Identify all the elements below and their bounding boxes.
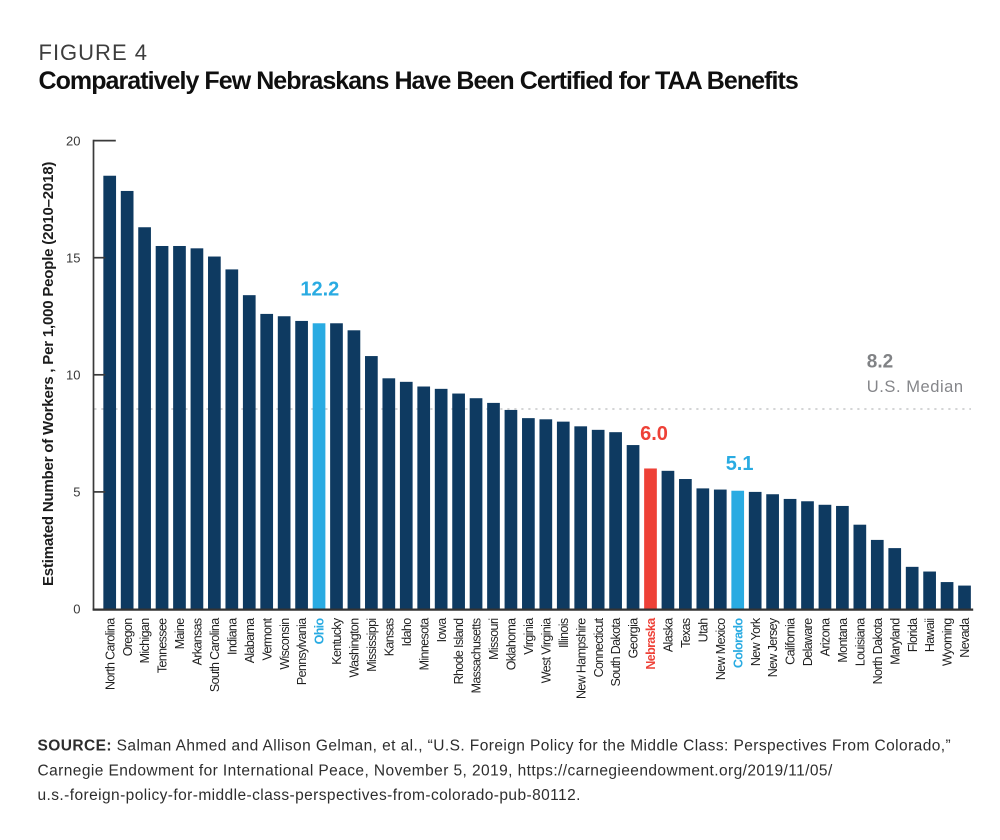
svg-text:New York: New York — [749, 617, 763, 666]
svg-text:Hawaii: Hawaii — [923, 619, 937, 653]
svg-text:Kansas: Kansas — [382, 618, 396, 656]
svg-text:Idaho: Idaho — [400, 618, 414, 647]
svg-text:8.2: 8.2 — [867, 352, 893, 373]
svg-text:Colorado: Colorado — [731, 617, 745, 668]
svg-text:Kentucky: Kentucky — [330, 617, 344, 665]
svg-text:Massachusetts: Massachusetts — [470, 618, 484, 693]
svg-text:5: 5 — [73, 485, 80, 500]
svg-text:Missouri: Missouri — [487, 619, 501, 660]
svg-text:South Dakota: South Dakota — [609, 618, 623, 687]
svg-text:u.s.-foreign-policy-for-middle: u.s.-foreign-policy-for-middle-class-per… — [38, 787, 581, 804]
svg-text:Utah: Utah — [696, 618, 710, 643]
svg-text:Rhode Island: Rhode Island — [452, 618, 466, 685]
svg-text:Arizona: Arizona — [819, 618, 833, 657]
svg-text:Florida: Florida — [906, 618, 920, 652]
svg-text:Iowa: Iowa — [435, 618, 449, 643]
svg-text:New Hampshire: New Hampshire — [574, 618, 588, 699]
svg-text:Minnesota: Minnesota — [417, 618, 431, 671]
svg-text:0: 0 — [73, 602, 80, 617]
svg-text:Virginia: Virginia — [522, 618, 536, 655]
svg-text:U.S. Median: U.S. Median — [867, 378, 964, 396]
svg-text:New Jersey: New Jersey — [766, 617, 780, 677]
svg-text:Michigan: Michigan — [138, 618, 152, 664]
svg-text:Connecticut: Connecticut — [592, 617, 606, 677]
svg-text:Arkansas: Arkansas — [191, 618, 205, 665]
svg-text:Estimated Number of Workers ,: Estimated Number of Workers , Per 1,000 … — [40, 162, 57, 586]
svg-text:FIGURE 4: FIGURE 4 — [39, 40, 148, 65]
svg-text:Wisconsin: Wisconsin — [278, 618, 292, 670]
svg-text:Comparatively Few Nebraskans H: Comparatively Few Nebraskans Have Been C… — [39, 67, 798, 95]
svg-text:Indiana: Indiana — [225, 618, 239, 655]
svg-text:5.1: 5.1 — [726, 453, 754, 475]
svg-text:Wyoming: Wyoming — [941, 618, 955, 666]
svg-text:Oklahoma: Oklahoma — [505, 618, 519, 670]
svg-text:20: 20 — [66, 133, 80, 148]
svg-text:12.2: 12.2 — [300, 279, 339, 301]
svg-text:North Carolina: North Carolina — [103, 618, 117, 690]
svg-text:Illinois: Illinois — [557, 618, 571, 648]
svg-text:Louisiana: Louisiana — [853, 618, 867, 666]
svg-text:Alaska: Alaska — [662, 618, 676, 652]
svg-text:SOURCE: Salman Ahmed and Allis: SOURCE: Salman Ahmed and Allison Gelman,… — [38, 738, 952, 755]
svg-text:Carnegie Endowment for Interna: Carnegie Endowment for International Pea… — [38, 763, 833, 780]
svg-text:Oregon: Oregon — [121, 618, 135, 656]
svg-text:South Carolina: South Carolina — [208, 618, 222, 692]
svg-text:6.0: 6.0 — [640, 423, 668, 445]
svg-text:15: 15 — [66, 250, 80, 265]
svg-text:Nevada: Nevada — [958, 618, 972, 658]
svg-text:New Mexico: New Mexico — [714, 618, 728, 680]
svg-text:Texas: Texas — [679, 618, 693, 648]
svg-text:Pennsylvania: Pennsylvania — [295, 618, 309, 685]
svg-text:Delaware: Delaware — [801, 618, 815, 666]
svg-text:Vermont: Vermont — [260, 617, 274, 660]
svg-text:10: 10 — [66, 368, 80, 383]
svg-text:Montana: Montana — [836, 618, 850, 663]
svg-text:Mississippi: Mississippi — [365, 619, 379, 672]
svg-text:Georgia: Georgia — [627, 618, 641, 659]
svg-text:Alabama: Alabama — [243, 618, 257, 663]
svg-text:California: California — [784, 618, 798, 665]
svg-text:Maryland: Maryland — [888, 618, 902, 665]
svg-text:Ohio: Ohio — [313, 617, 327, 644]
svg-text:West Virginia: West Virginia — [539, 618, 553, 683]
svg-text:Nebraska: Nebraska — [644, 617, 658, 670]
svg-text:Washington: Washington — [348, 618, 362, 678]
svg-text:Tennessee: Tennessee — [156, 618, 170, 673]
svg-text:North Dakota: North Dakota — [871, 618, 885, 685]
svg-text:Maine: Maine — [173, 618, 187, 649]
